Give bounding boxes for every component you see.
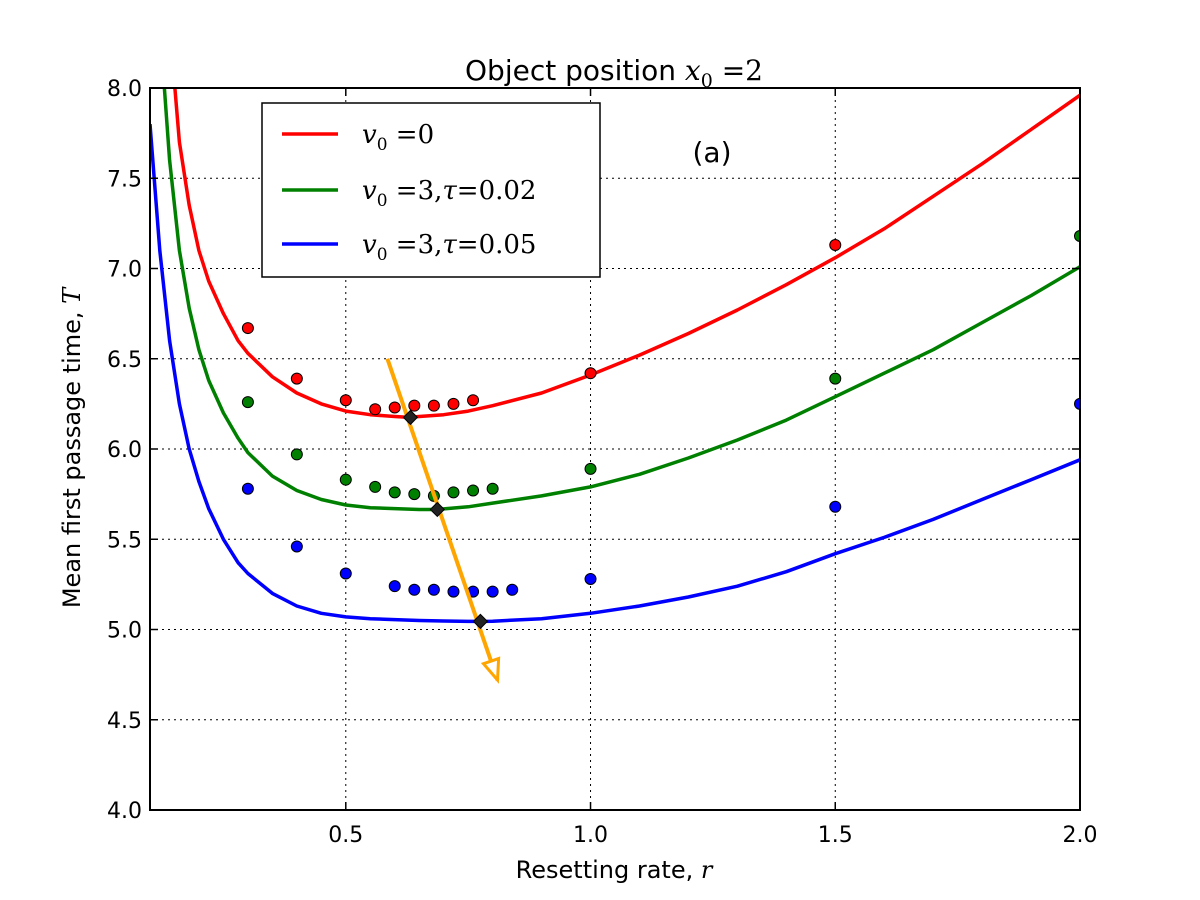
data-point-2-10 xyxy=(584,572,597,585)
x-tick-label-3: 2.0 xyxy=(1063,823,1098,848)
data-point-0-10 xyxy=(829,239,842,252)
y-tick-label-3: 5.5 xyxy=(107,528,142,553)
optimum-marker-2 xyxy=(472,613,489,630)
y-tick-label-8: 8.0 xyxy=(107,77,142,102)
data-point-2-2 xyxy=(339,567,352,580)
optimum-marker-0 xyxy=(402,409,419,426)
y-tick-label-6: 7.0 xyxy=(107,258,142,283)
data-point-1-2 xyxy=(339,473,352,486)
trend-arrow xyxy=(385,358,501,684)
data-point-2-3 xyxy=(388,580,401,593)
data-point-0-7 xyxy=(447,397,460,410)
x-axis-label: Resetting rate, r xyxy=(516,856,714,884)
series-line-1 xyxy=(162,88,1080,512)
data-point-1-9 xyxy=(486,482,499,495)
data-point-1-7 xyxy=(447,486,460,499)
axis-ticks: 0.5 1.0 1.5 2.0 4.0 4.5 5.0 5.5 6.0 6.5 7.0 7.5 8.0 xyxy=(107,77,1098,848)
data-point-0-4 xyxy=(388,401,401,414)
x-tick-label-1: 1.0 xyxy=(573,823,608,848)
data-point-1-10 xyxy=(584,462,597,475)
data-point-0-3 xyxy=(369,403,382,416)
data-point-0-9 xyxy=(584,367,597,380)
data-point-2-12 xyxy=(1074,397,1080,410)
data-point-2-11 xyxy=(829,500,842,513)
chart-title: Object position x0 =2 xyxy=(465,54,763,92)
data-point-0-1 xyxy=(290,372,303,385)
legend: v0 =0 v0 =3,τ=0.02 v0 =3,τ=0.05 xyxy=(261,102,601,278)
data-point-1-8 xyxy=(467,484,480,497)
legend-label-tau-002: v0 =3,τ=0.02 xyxy=(362,176,536,211)
data-point-0-8 xyxy=(467,394,480,407)
arrow-head xyxy=(480,656,501,684)
data-point-1-1 xyxy=(290,448,303,461)
y-tick-label-5: 6.5 xyxy=(107,348,142,373)
data-point-2-5 xyxy=(427,583,440,596)
data-point-2-0 xyxy=(241,482,254,495)
data-point-0-0 xyxy=(241,322,254,335)
y-axis-label: Mean first passage time, T xyxy=(58,286,86,608)
data-point-1-0 xyxy=(241,396,254,409)
data-point-2-4 xyxy=(408,583,421,596)
plot-series xyxy=(150,88,1080,624)
data-point-1-11 xyxy=(829,372,842,385)
data-point-0-5 xyxy=(408,399,421,412)
data-point-1-3 xyxy=(369,480,382,493)
x-tick-label-2: 1.5 xyxy=(818,823,853,848)
data-point-1-5 xyxy=(408,488,421,501)
y-tick-label-1: 4.5 xyxy=(107,709,142,734)
x-tick-label-0: 0.5 xyxy=(328,823,363,848)
legend-label-v0-0: v0 =0 xyxy=(362,120,434,155)
data-point-0-6 xyxy=(427,399,440,412)
data-point-2-1 xyxy=(290,540,303,553)
data-point-1-4 xyxy=(388,486,401,499)
data-point-2-8 xyxy=(486,585,499,598)
data-point-1-12 xyxy=(1074,230,1080,243)
data-point-0-2 xyxy=(339,394,352,407)
data-point-2-6 xyxy=(447,585,460,598)
y-tick-label-7: 7.5 xyxy=(107,167,142,192)
legend-label-tau-005: v0 =3,τ=0.05 xyxy=(362,230,536,265)
y-tick-label-0: 4.0 xyxy=(107,799,142,824)
series-line-2 xyxy=(150,123,1080,624)
y-tick-label-2: 5.0 xyxy=(107,619,142,644)
y-tick-label-4: 6.0 xyxy=(107,438,142,463)
data-point-2-9 xyxy=(506,583,519,596)
optimum-marker-1 xyxy=(429,501,446,518)
panel-annotation: (a) xyxy=(692,136,731,169)
